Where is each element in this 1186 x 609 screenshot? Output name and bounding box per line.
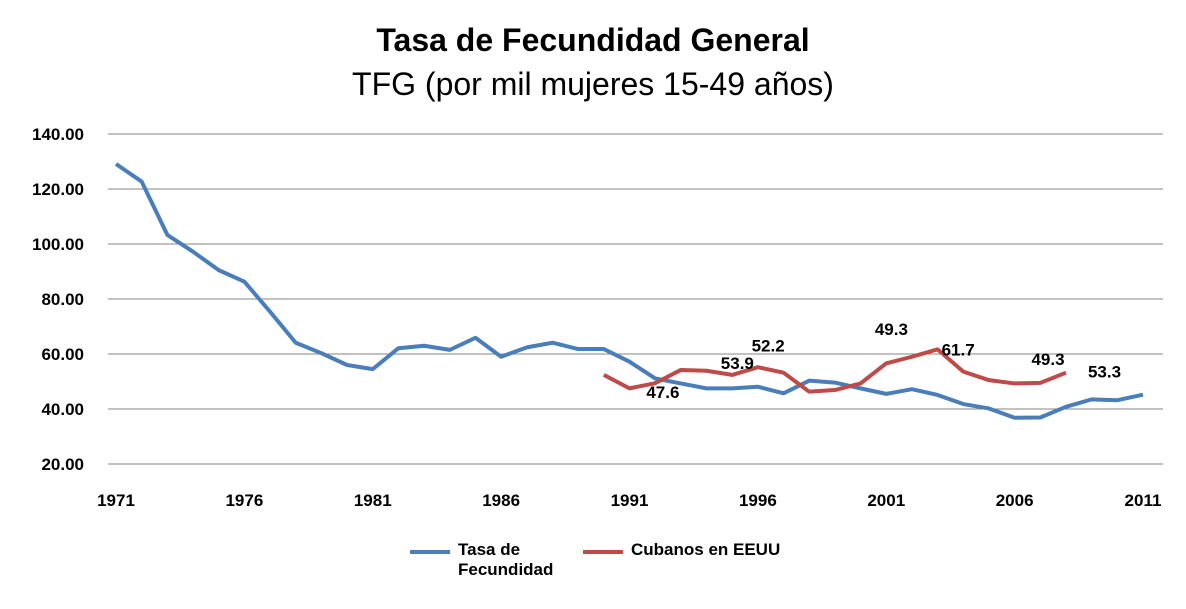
data-label: 47.6 bbox=[646, 383, 679, 402]
x-tick-label: 1991 bbox=[611, 491, 649, 510]
x-tick-label: 2011 bbox=[1125, 491, 1162, 510]
chart-subtitle: TFG (por mil mujeres 15-49 años) bbox=[352, 66, 834, 102]
data-label: 53.9 bbox=[721, 354, 754, 373]
y-tick-label: 40.00 bbox=[41, 400, 84, 419]
x-tick-label: 1971 bbox=[97, 491, 135, 510]
data-label: 49.3 bbox=[1031, 350, 1064, 369]
y-tick-label: 140.00 bbox=[32, 125, 84, 144]
x-tick-label: 2001 bbox=[867, 491, 905, 510]
legend-swatch-tasa bbox=[410, 550, 450, 554]
chart-title: Tasa de Fecundidad General bbox=[376, 22, 810, 58]
data-label: 53.3 bbox=[1088, 362, 1121, 381]
legend-swatch-cubanos bbox=[583, 550, 623, 554]
legend-label-tasa: Tasa de Fecundidad bbox=[458, 540, 553, 580]
data-label: 61.7 bbox=[942, 340, 975, 359]
x-tick-label: 1976 bbox=[225, 491, 263, 510]
x-tick-label: 1981 bbox=[354, 491, 392, 510]
y-tick-label: 60.00 bbox=[41, 345, 84, 364]
legend-line-1: Tasa de bbox=[458, 540, 521, 559]
x-tick-label: 1996 bbox=[739, 491, 777, 510]
data-label: 49.3 bbox=[875, 320, 908, 339]
y-tick-label: 120.00 bbox=[32, 180, 84, 199]
legend-label-cubanos: Cubanos en EEUU bbox=[631, 540, 781, 559]
y-tick-label: 80.00 bbox=[41, 290, 84, 309]
x-tick-label: 1986 bbox=[482, 491, 520, 510]
y-tick-label: 100.00 bbox=[32, 235, 84, 254]
legend-line-2: Fecundidad bbox=[458, 560, 554, 579]
data-label: 52.2 bbox=[752, 336, 785, 355]
x-tick-label: 2006 bbox=[996, 491, 1034, 510]
y-tick-label: 20.00 bbox=[41, 455, 84, 474]
